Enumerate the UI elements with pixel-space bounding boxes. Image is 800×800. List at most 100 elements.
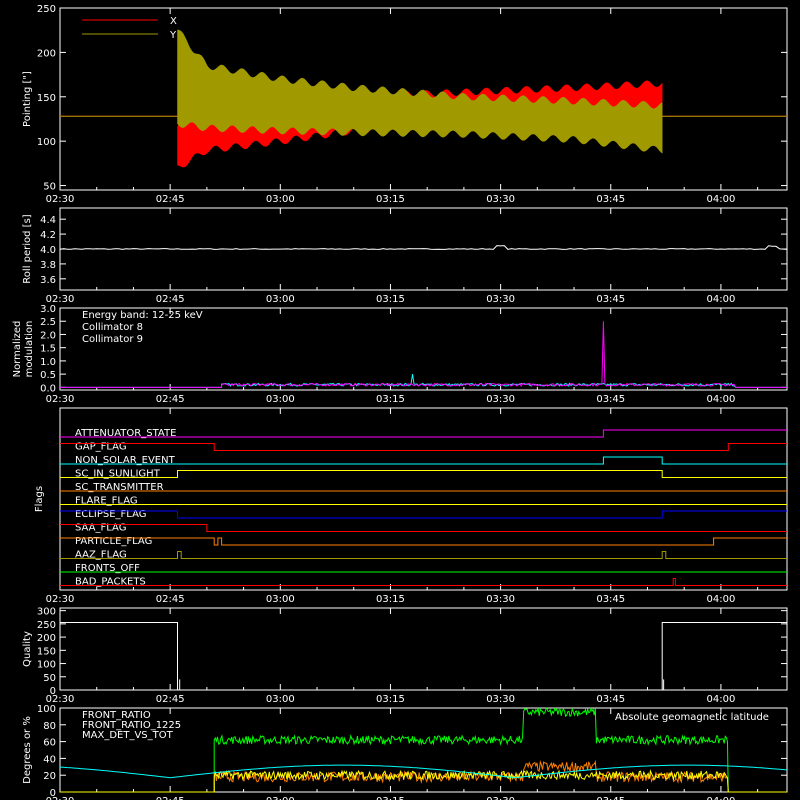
roll-ytick-label: 4.0 xyxy=(40,245,56,256)
quality-xtick-label: 02:30 xyxy=(46,694,75,705)
pointing-ytick-label: 100 xyxy=(37,137,56,148)
modulation-ytick-label: 2.0 xyxy=(40,330,56,341)
flags-label-saa-flag: SAA_FLAG xyxy=(75,523,126,534)
quality-xtick-label: 03:45 xyxy=(596,694,625,705)
modulation-ytick-label: 1.5 xyxy=(40,344,56,355)
modulation-legend-title: Energy band: 12-25 keV xyxy=(82,310,203,321)
roll-ytick-label: 3.8 xyxy=(40,260,56,271)
quality-xtick-label: 03:15 xyxy=(376,694,405,705)
roll-ylabel: Roll period [s] xyxy=(22,214,33,283)
modulation-xtick-label: 03:45 xyxy=(596,394,625,405)
roll-xtick-label: 04:00 xyxy=(706,294,735,305)
modulation-xtick-label: 03:15 xyxy=(376,394,405,405)
quality-xtick-label: 02:45 xyxy=(156,694,185,705)
modulation-ytick-label: 1.0 xyxy=(40,357,56,368)
flags-series-gap-flag xyxy=(60,443,787,451)
flags-label-sc-transmitter: SC_TRANSMITTER xyxy=(75,482,164,493)
ratios-series-front-ratio xyxy=(60,769,787,793)
flags-label-eclipse-flag: ECLIPSE_FLAG xyxy=(75,509,146,520)
pointing-xtick-label: 02:45 xyxy=(156,194,185,205)
flags-series-eclipse-flag xyxy=(60,510,787,519)
modulation-legend-label: Collimator 9 xyxy=(82,334,143,345)
modulation-xtick-label: 04:00 xyxy=(706,394,735,405)
quality-xtick-label: 03:00 xyxy=(266,694,295,705)
flags-series-attenuator-state xyxy=(60,429,787,438)
quality-ytick-label: 300 xyxy=(37,607,56,618)
flags-label-aaz-flag: AAZ_FLAG xyxy=(75,550,127,561)
ratios-xtick-label: 03:45 xyxy=(596,796,625,800)
roll-ytick-label: 4.4 xyxy=(40,215,56,226)
flags-label-particle-flag: PARTICLE_FLAG xyxy=(75,536,152,547)
flags-ylabel: Flags xyxy=(34,486,45,512)
flags-label-flare-flag: FLARE_FLAG xyxy=(75,496,138,507)
flags-series-sc-in-sunlight xyxy=(60,470,787,478)
quality-ytick-label: 100 xyxy=(37,660,56,671)
pointing-xtick-label: 04:00 xyxy=(706,194,735,205)
quality-ylabel: Quality xyxy=(22,631,33,667)
ratios-ytick-label: 20 xyxy=(43,771,56,782)
quality-ytick-label: 0 xyxy=(50,686,56,697)
pointing-xtick-label: 03:30 xyxy=(486,194,515,205)
modulation-xtick-label: 02:45 xyxy=(156,394,185,405)
ratios-ytick-label: 100 xyxy=(37,704,56,715)
modulation-xtick-label: 03:00 xyxy=(266,394,295,405)
roll-xtick-label: 03:45 xyxy=(596,294,625,305)
flags-xtick-label: 03:30 xyxy=(486,594,515,605)
pointing-legend-label: X xyxy=(170,16,177,27)
pointing-frame xyxy=(59,7,788,191)
pointing-ytick-label: 200 xyxy=(37,48,56,59)
roll-xtick-label: 03:15 xyxy=(376,294,405,305)
ratios-ytick-label: 60 xyxy=(43,738,56,749)
modulation-ytick-label: 3.0 xyxy=(40,304,56,315)
ratios-legend-label: FRONT_RATIO xyxy=(82,710,151,721)
ratios-series-max-det-vs-tot xyxy=(60,760,787,793)
quality-ytick-label: 200 xyxy=(37,633,56,644)
quality-xtick-label: 04:00 xyxy=(706,694,735,705)
ratios-frame xyxy=(59,707,788,793)
quality-xtick-label: 03:30 xyxy=(486,694,515,705)
ratios-ytick-label: 0 xyxy=(50,788,56,799)
flags-series-bad-packets xyxy=(60,578,787,586)
flags-label-fronts-off: FRONTS_OFF xyxy=(75,563,140,574)
pointing-ylabel: Pointing ["] xyxy=(22,71,33,127)
ratios-ylabel: Degrees or % xyxy=(22,716,33,784)
flags-label-gap-flag: GAP_FLAG xyxy=(75,442,127,453)
pointing-ytick-label: 150 xyxy=(37,93,56,104)
pointing-series-y xyxy=(177,29,663,154)
flags-xtick-label: 02:45 xyxy=(156,594,185,605)
quality-series xyxy=(60,622,787,691)
modulation-frame xyxy=(59,307,788,391)
ratios-xtick-label: 02:30 xyxy=(46,796,75,800)
modulation-ytick-label: 2.5 xyxy=(40,317,56,328)
modulation-ytick-label: 0.5 xyxy=(40,370,56,381)
roll-ytick-label: 3.6 xyxy=(40,275,56,286)
ratios-xtick-label: 04:00 xyxy=(706,796,735,800)
ratios-ytick-label: 40 xyxy=(43,754,56,765)
quality-ytick-label: 250 xyxy=(37,620,56,631)
flags-frame xyxy=(59,407,788,591)
roll-xtick-label: 03:00 xyxy=(266,294,295,305)
roll-xtick-label: 03:30 xyxy=(486,294,515,305)
ratios-series-absolute-geomagnetic-latitude xyxy=(59,764,788,779)
pointing-xtick-label: 03:15 xyxy=(376,194,405,205)
pointing-legend-label: Y xyxy=(169,30,177,41)
pointing-xtick-label: 03:00 xyxy=(266,194,295,205)
modulation-xtick-label: 03:30 xyxy=(486,394,515,405)
modulation-series-collimator-9 xyxy=(60,321,787,388)
quality-ytick-label: 150 xyxy=(37,646,56,657)
quality-frame xyxy=(59,607,788,691)
modulation-ylabel: Normalized xyxy=(12,321,23,378)
ratios-ytick-label: 80 xyxy=(43,721,56,732)
roll-ytick-label: 4.2 xyxy=(40,230,56,241)
modulation-ytick-label: 0.0 xyxy=(40,383,56,394)
flags-xtick-label: 03:45 xyxy=(596,594,625,605)
ratios-legend-label: FRONT_RATIO_1225 xyxy=(82,720,181,731)
ratios-xtick-label: 02:45 xyxy=(156,796,185,800)
pointing-ytick-label: 50 xyxy=(43,182,56,193)
ratios-series-front-ratio-1225 xyxy=(60,707,787,793)
flags-series-aaz-flag xyxy=(60,551,787,559)
roll-series xyxy=(59,245,788,250)
flags-xtick-label: 03:00 xyxy=(266,594,295,605)
ratios-xtick-label: 03:00 xyxy=(266,796,295,800)
